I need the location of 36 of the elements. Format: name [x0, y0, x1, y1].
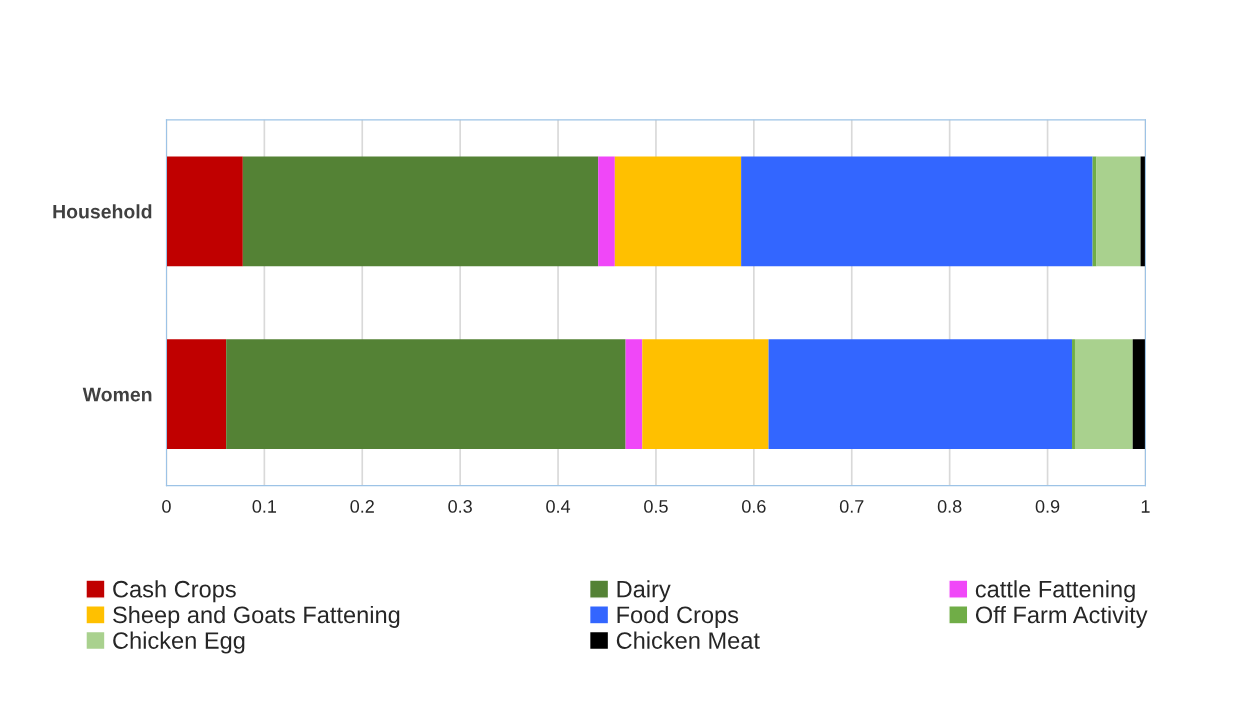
- bar: [625, 339, 643, 450]
- x-tick-label: 0.7: [839, 500, 864, 513]
- x-tick-label: 0.5: [644, 500, 668, 513]
- y-tick-label: Women: [82, 387, 152, 402]
- x-tick-label: 0.4: [546, 500, 571, 513]
- bar: [1096, 156, 1141, 267]
- bar: [598, 156, 615, 267]
- bar: [768, 339, 1073, 450]
- bar: [741, 156, 1093, 267]
- x-tick-label: 1: [1141, 500, 1150, 513]
- bar: [614, 156, 742, 267]
- x-tick-label: 0.1: [252, 500, 277, 513]
- bar: [166, 339, 227, 450]
- bar: [226, 339, 626, 450]
- x-tick-label: 0.3: [448, 500, 472, 513]
- legend-label: cattle Fattening: [975, 580, 1135, 603]
- bar: [166, 156, 243, 267]
- legend-label: Cash Crops: [113, 580, 236, 603]
- x-tick-label: 0: [162, 500, 171, 513]
- legend-label: Dairy: [617, 580, 671, 603]
- x-tick-label: 0.2: [350, 500, 374, 513]
- y-tick-label: Household: [53, 204, 152, 219]
- legend-label: Chicken Meat: [616, 631, 760, 649]
- bar: [1132, 339, 1146, 450]
- x-tick-label: 0.6: [742, 500, 766, 513]
- legend-label: Sheep and Goats Fattening: [113, 605, 400, 628]
- bar: [1092, 156, 1097, 267]
- bar: [1074, 339, 1133, 450]
- bar: [242, 156, 599, 267]
- legend-label: Chicken Egg: [113, 631, 245, 654]
- x-tick-label: 0.8: [937, 500, 962, 513]
- bar: [642, 339, 769, 450]
- legend-label: Food Crops: [617, 605, 739, 628]
- bar: [1072, 339, 1075, 450]
- legend-label: Off Farm Activity: [975, 605, 1148, 628]
- x-tick-label: 0.9: [1035, 500, 1060, 513]
